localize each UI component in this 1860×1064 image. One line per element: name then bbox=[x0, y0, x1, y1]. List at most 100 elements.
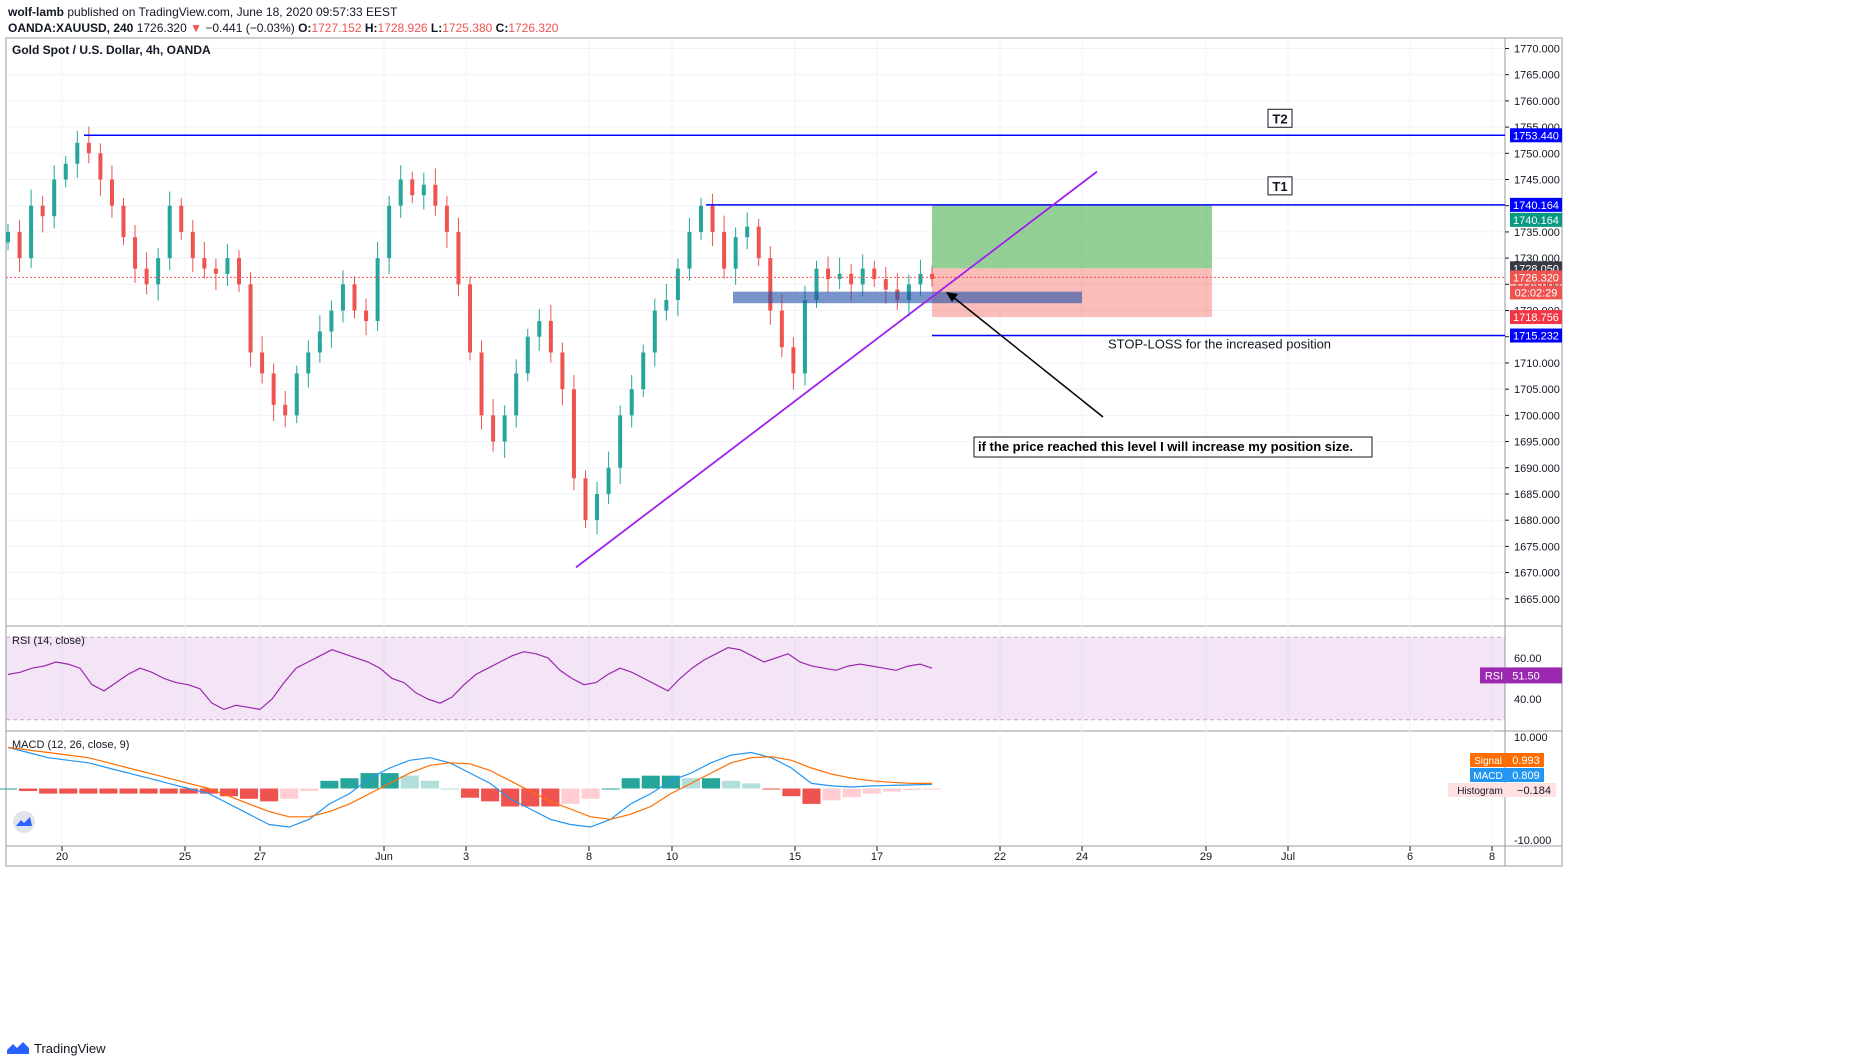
macd-badge-value: 0.809 bbox=[1512, 770, 1540, 782]
candle-body bbox=[133, 237, 138, 269]
published-text: published on TradingView.com, June 18, 2… bbox=[67, 5, 398, 19]
macd-histogram-bar bbox=[340, 778, 359, 789]
last-price: 1726.320 bbox=[136, 21, 187, 35]
candle-body bbox=[271, 373, 276, 405]
candle-body bbox=[444, 205, 449, 232]
candle-body bbox=[144, 268, 149, 285]
macd-histogram-bar bbox=[59, 788, 78, 794]
candle-body bbox=[375, 258, 380, 322]
badge-t2-bg bbox=[1510, 128, 1562, 143]
candle-body bbox=[733, 237, 738, 269]
rsi-tick-label: 60.00 bbox=[1514, 653, 1542, 665]
tradingview-brand[interactable]: TradingView bbox=[34, 1040, 106, 1056]
macd-histogram-bar bbox=[902, 788, 921, 791]
candle-body bbox=[849, 273, 854, 285]
candle-body bbox=[294, 373, 299, 416]
time-tick-label: 3 bbox=[463, 851, 469, 863]
price-tick-label: 1745.000 bbox=[1514, 175, 1560, 187]
time-tick-label: 15 bbox=[789, 851, 801, 863]
candle-body bbox=[595, 493, 600, 521]
price-tick-label: 1765.000 bbox=[1514, 70, 1560, 82]
change-arrow: ▼ bbox=[190, 21, 202, 35]
macd-histogram-bar bbox=[822, 788, 841, 801]
time-tick-label: 29 bbox=[1200, 851, 1212, 863]
candle-body bbox=[306, 352, 311, 374]
open-value: 1727.152 bbox=[311, 21, 362, 35]
badge-stop-bg bbox=[1510, 310, 1562, 325]
macd-histogram-bar bbox=[139, 788, 158, 794]
macd-tick-label: -10.000 bbox=[1514, 835, 1551, 847]
low-label: L: bbox=[430, 21, 443, 35]
candle-body bbox=[745, 226, 750, 238]
candle-body bbox=[837, 273, 842, 280]
macd-badge-name: MACD bbox=[1473, 771, 1502, 782]
ohlc-line: OANDA:XAUUSD, 240 1726.320 ▼ −0.441 (−0.… bbox=[8, 20, 558, 36]
candle-body bbox=[826, 268, 831, 280]
author-name[interactable]: wolf-lamb bbox=[8, 5, 64, 19]
high-label: H: bbox=[364, 21, 378, 35]
candle-body bbox=[583, 478, 588, 521]
candle-body bbox=[237, 258, 241, 285]
badge-timer: 02:02:29 bbox=[1515, 287, 1558, 299]
publisher-line: wolf-lamb published on TradingView.com, … bbox=[8, 4, 558, 20]
macd-histogram-bar bbox=[300, 788, 319, 792]
candle-body bbox=[352, 284, 357, 311]
macd-title: MACD (12, 26, close, 9) bbox=[12, 739, 129, 751]
badge-current: 1726.320 bbox=[1513, 272, 1559, 284]
tradingview-badge-icon bbox=[13, 811, 35, 833]
rsi-badge-value: 51.50 bbox=[1512, 670, 1540, 682]
main-chart-title: Gold Spot / U.S. Dollar, 4h, OANDA bbox=[12, 43, 211, 57]
macd-histogram-bar bbox=[561, 788, 580, 804]
badge-current-bg bbox=[1510, 270, 1562, 285]
annotation-text: if the price reached this level I will i… bbox=[978, 439, 1353, 454]
histogram-badge-bg bbox=[1448, 783, 1556, 797]
high-value: 1728.926 bbox=[377, 21, 428, 35]
macd-histogram-bar bbox=[159, 788, 178, 794]
macd-histogram-bar bbox=[702, 778, 721, 789]
time-tick-label: 10 bbox=[666, 851, 678, 863]
time-tick-label: Jun bbox=[375, 851, 393, 863]
annotation-box bbox=[973, 436, 1373, 458]
macd-histogram-bar bbox=[621, 778, 640, 789]
candle-body bbox=[260, 352, 265, 374]
candle-body bbox=[514, 373, 519, 416]
tradingview-badge-mark bbox=[16, 817, 32, 826]
candle-body bbox=[571, 389, 576, 479]
macd-histogram-bar bbox=[641, 775, 660, 789]
candle-body bbox=[29, 205, 34, 259]
macd-histogram-bar bbox=[380, 773, 399, 789]
price-tick-label: 1750.000 bbox=[1514, 148, 1560, 160]
tradingview-logo-icon bbox=[7, 1042, 29, 1054]
price-tick-label: 1735.000 bbox=[1514, 227, 1560, 239]
macd-histogram-bar bbox=[440, 788, 459, 790]
candle-body bbox=[6, 231, 10, 243]
price-tick-label: 1695.000 bbox=[1514, 437, 1560, 449]
candle-body bbox=[502, 415, 507, 442]
close-label: C: bbox=[495, 21, 509, 35]
macd-tick-label: 10.000 bbox=[1514, 732, 1548, 744]
badge-stop: 1718.756 bbox=[1513, 312, 1559, 324]
histogram-badge-value: −0.184 bbox=[1517, 785, 1551, 797]
stop-loss-label: STOP-LOSS for the increased position bbox=[1108, 337, 1331, 352]
price-tick-label: 1705.000 bbox=[1514, 384, 1560, 396]
t1-label-box bbox=[1267, 176, 1293, 196]
price-tick-label: 1675.000 bbox=[1514, 541, 1560, 553]
macd-histogram-bar bbox=[19, 788, 38, 792]
macd-histogram-bar bbox=[742, 783, 761, 789]
signal-badge-bg bbox=[1470, 753, 1544, 767]
candle-body bbox=[872, 268, 877, 280]
candle-body bbox=[641, 352, 646, 390]
badge-stoploss-level-bg bbox=[1510, 328, 1562, 343]
time-tick-label: 20 bbox=[56, 851, 68, 863]
badge-stoploss-level: 1715.232 bbox=[1513, 331, 1559, 343]
macd-histogram-bar bbox=[420, 780, 439, 789]
close-value: 1726.320 bbox=[508, 21, 559, 35]
open-label: O: bbox=[298, 21, 312, 35]
macd-badge-bg bbox=[1470, 768, 1544, 782]
candle-body bbox=[421, 184, 426, 196]
change-value: −0.441 (−0.03%) bbox=[205, 21, 295, 35]
candle-body bbox=[17, 231, 22, 259]
candle-body bbox=[121, 205, 126, 238]
price-tick-label: 1670.000 bbox=[1514, 568, 1560, 580]
